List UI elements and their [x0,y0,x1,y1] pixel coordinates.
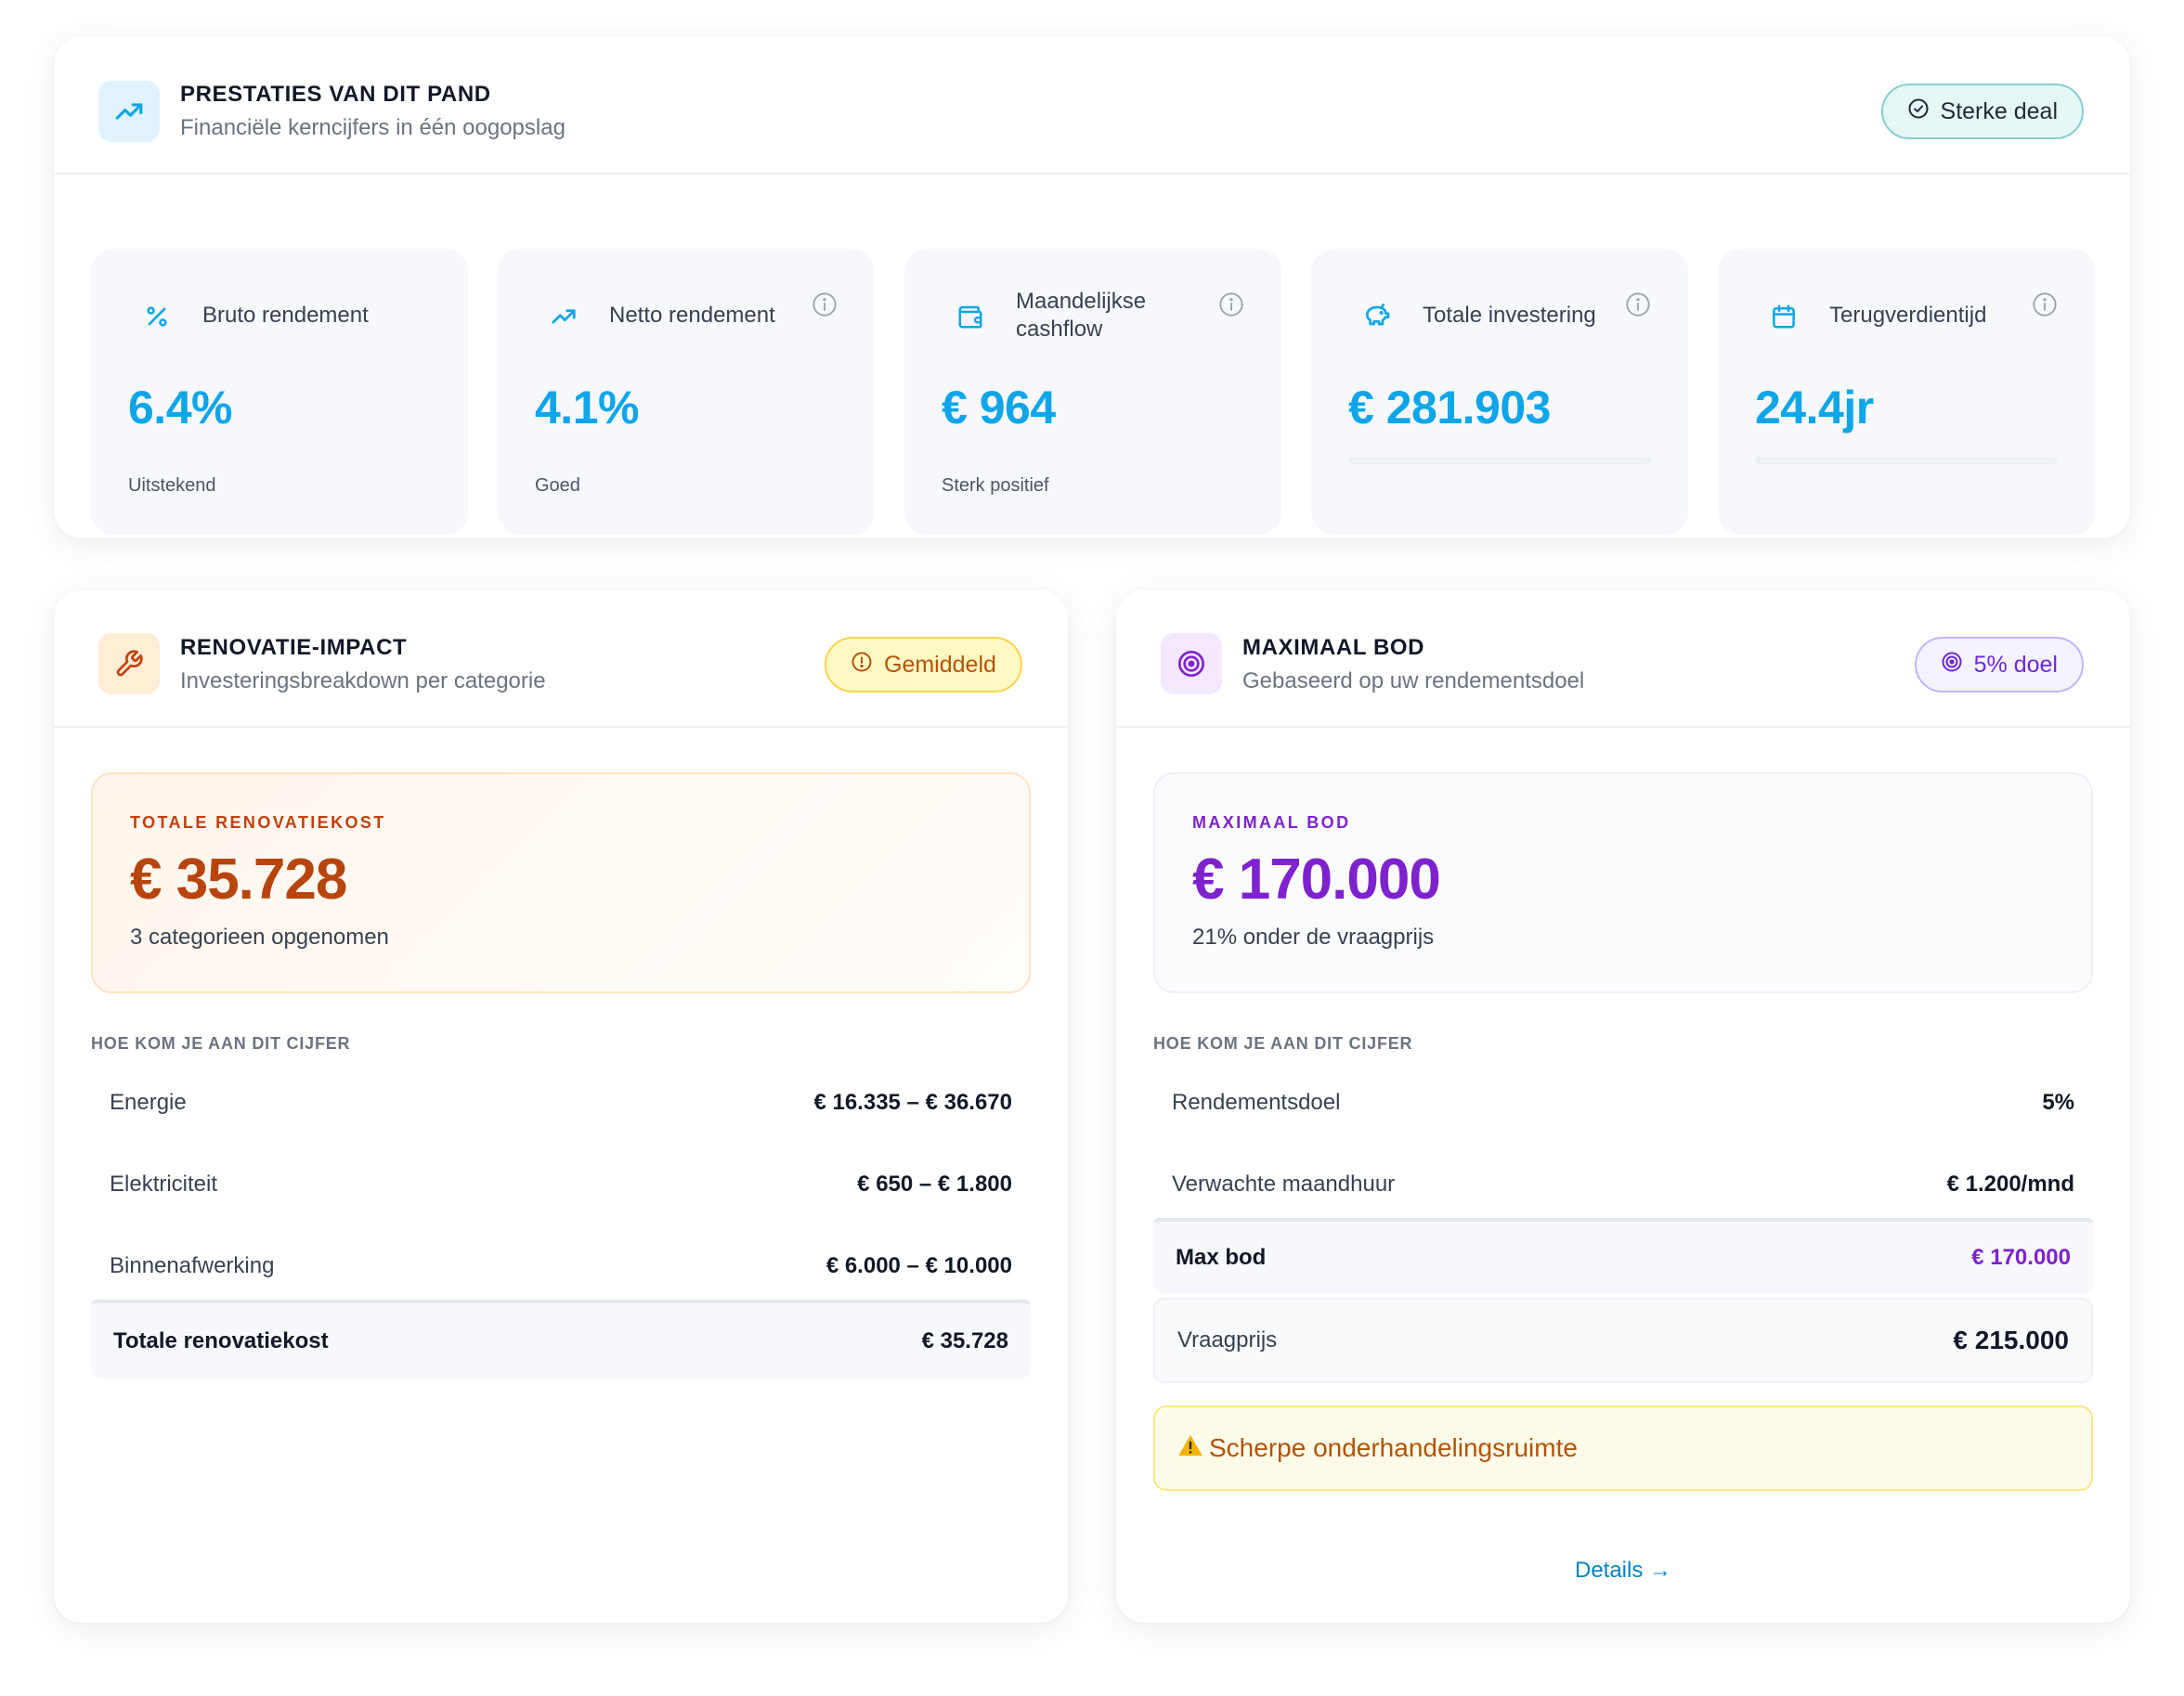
renovation-card: RENOVATIE-IMPACT Investeringsbreakdown p… [54,590,1068,1623]
trending-up-icon [98,81,160,142]
row-label: Binnenafwerking [110,1253,275,1278]
info-icon[interactable] [2032,291,2058,317]
asking-price-row: Vraagprijs € 215.000 [1153,1298,2093,1383]
metric-card-investering[interactable]: Totale investering € 281.903 [1311,249,1688,535]
renovation-badge-label: Gemiddeld [884,651,996,678]
max-bid-total-subtitle: 21% onder de vraagprijs [1192,925,1435,950]
renovation-total-value: € 35.728 [130,848,347,912]
page-title: PRESTATIES VAN DIT PAND [180,82,491,107]
list-item: Energie € 16.335 – € 36.670 [91,1062,1031,1144]
wrench-icon [98,633,160,694]
metric-label: Maandelijkse cashflow [1016,289,1147,342]
metric-progress-track [1348,457,1651,464]
percent-icon [141,301,173,332]
row-label: Max bod [1176,1245,1267,1270]
row-value: € 16.335 – € 36.670 [813,1090,1012,1115]
metric-caption: Uitstekend [128,475,216,496]
metric-value: 24.4jr [1755,382,1874,434]
renovation-badge[interactable]: Gemiddeld [825,637,1022,693]
max-bid-total-value: € 170.000 [1192,848,1441,912]
max-bid-card: MAXIMAAL BOD Gebaseerd op uw rendementsd… [1116,590,2130,1623]
status-badge[interactable]: Sterke deal [1880,84,2084,139]
metric-progress-track [1755,457,2058,464]
metric-value: 4.1% [535,382,639,434]
row-value: € 170.000 [1971,1245,2071,1270]
row-label: Elektriciteit [110,1172,218,1197]
negotiation-warning: Scherpe onderhandelingsruimte [1153,1405,2093,1491]
row-label: Verwachte maandhuur [1172,1172,1396,1197]
list-item: Rendementsdoel 5% [1153,1062,2093,1144]
renovation-total-label: TOTALE RENOVATIEKOST [130,813,386,832]
renovation-section-label: HOE KOM JE AAN DIT CIJFER [91,1034,351,1053]
performance-card: PRESTATIES VAN DIT PAND Financiële kernc… [54,37,2130,538]
performance-header: PRESTATIES VAN DIT PAND Financiële kernc… [54,37,2130,175]
target-icon [1161,633,1222,694]
metric-value: € 964 [942,382,1056,434]
max-bid-header: MAXIMAAL BOD Gebaseerd op uw rendementsd… [1116,590,2130,728]
renovation-total-subtitle: 3 categorieen opgenomen [130,925,389,950]
list-item: Binnenafwerking € 6.000 – € 10.000 [91,1225,1031,1307]
renovation-header: RENOVATIE-IMPACT Investeringsbreakdown p… [54,590,1068,728]
info-icon[interactable] [1625,291,1651,317]
row-value: € 35.728 [921,1328,1008,1353]
metric-value: 6.4% [128,382,232,434]
alert-circle-icon [851,651,873,680]
max-bid-total-label: MAXIMAAL BOD [1192,813,1351,832]
trending-up-icon [548,301,579,332]
row-value: € 1.200/mnd [1946,1172,2074,1197]
max-bid-badge-label: 5% doel [1973,651,2058,678]
row-label: Energie [110,1090,187,1115]
row-value: € 6.000 – € 10.000 [826,1253,1012,1278]
metric-caption: Sterk positief [942,475,1049,496]
info-icon[interactable] [812,291,838,317]
warning-icon [1177,1432,1203,1465]
max-bid-row: Max bod € 170.000 [1153,1218,2093,1294]
max-bid-subtitle: Gebaseerd op uw rendementsdoel [1242,668,1585,693]
metric-label: Netto rendement [609,303,775,328]
check-circle-icon [1907,97,1930,126]
metric-label: Bruto rendement [202,303,369,328]
metric-card-netto[interactable]: Netto rendement 4.1% Goed [498,249,875,535]
page-subtitle: Financiële kerncijfers in één oogopslag [180,115,566,140]
row-label: Vraagprijs [1177,1327,1278,1353]
list-item: Verwachte maandhuur € 1.200/mnd [1153,1144,2093,1225]
status-badge-label: Sterke deal [1940,97,2058,124]
row-value: 5% [2042,1090,2074,1115]
row-label: Totale renovatiekost [113,1328,329,1353]
calendar-icon [1768,301,1800,332]
row-label: Rendementsdoel [1172,1090,1341,1115]
renovation-subtitle: Investeringsbreakdown per categorie [180,668,546,693]
renovation-title: RENOVATIE-IMPACT [180,635,408,660]
wallet-icon [955,301,986,332]
info-icon[interactable] [1218,291,1244,317]
max-bid-section-label: HOE KOM JE AAN DIT CIJFER [1153,1034,1413,1053]
row-value: € 650 – € 1.800 [857,1172,1012,1197]
warning-text: Scherpe onderhandelingsruimte [1209,1433,1578,1462]
row-value: € 215.000 [1953,1326,2069,1354]
max-bid-total-box: MAXIMAAL BOD € 170.000 21% onder de vraa… [1153,772,2093,993]
metric-value: € 281.903 [1348,382,1551,434]
max-bid-title: MAXIMAAL BOD [1242,635,1425,660]
renovation-total-box: TOTALE RENOVATIEKOST € 35.728 3 categori… [91,772,1031,993]
total-row: Totale renovatiekost € 35.728 [91,1300,1031,1379]
target-icon [1941,651,1963,680]
max-bid-badge[interactable]: 5% doel [1914,637,2084,693]
metric-card-bruto[interactable]: Bruto rendement 6.4% Uitstekend [91,249,468,535]
metric-card-cashflow[interactable]: Maandelijkse cashflow € 964 Sterk positi… [904,249,1281,535]
details-link[interactable]: Details → [1574,1558,1672,1583]
list-item: Elektriciteit € 650 – € 1.800 [91,1144,1031,1225]
metric-caption: Goed [535,475,580,496]
metric-label: Terugverdientijd [1829,303,1987,328]
metric-card-terugverdientijd[interactable]: Terugverdientijd 24.4jr [1718,249,2095,535]
piggy-bank-icon [1361,301,1393,332]
metric-label: Totale investering [1423,303,1596,328]
